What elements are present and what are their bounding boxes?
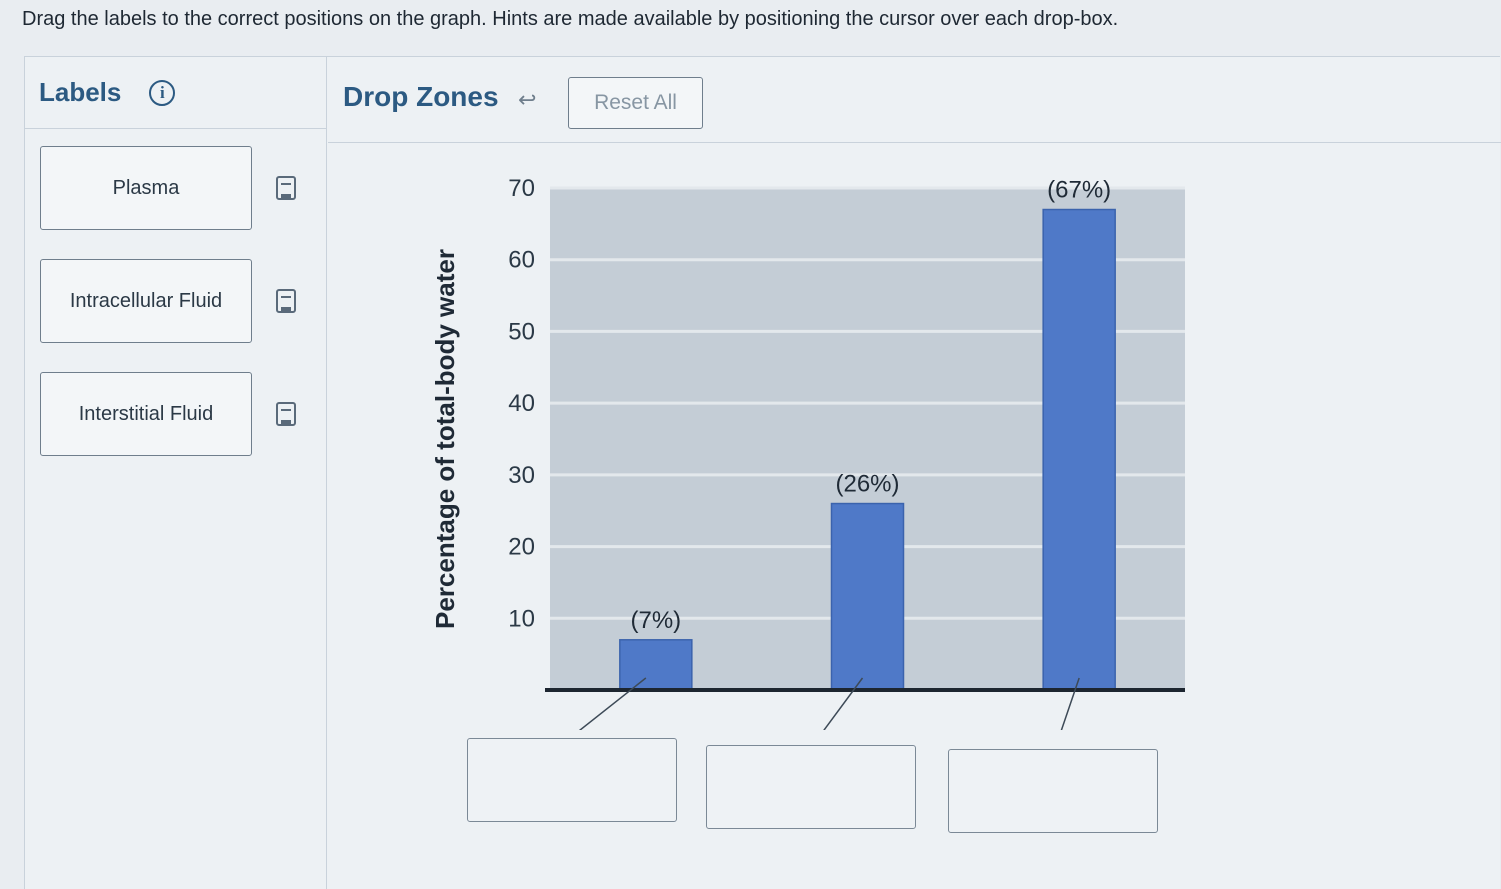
bar [830,502,905,691]
labels-header: Labels i [25,57,326,129]
y-tick-label: 60 [508,247,535,274]
draggable-label-intracellular-fluid[interactable]: Intracellular Fluid [40,259,252,343]
instructions-text: Drag the labels to the correct positions… [22,8,1119,30]
hint-icon[interactable] [276,402,296,426]
labels-title: Labels [39,77,122,107]
leader-line [1060,677,1080,730]
undo-icon[interactable]: ↩ [518,87,537,112]
y-tick-label: 40 [508,390,535,417]
bars [619,208,1116,691]
data-label: (67%) [1047,177,1111,204]
bar [1042,208,1116,691]
hint-icon[interactable] [276,289,296,313]
y-tick-label: 10 [508,605,535,632]
y-tick-label: 50 [508,318,535,345]
data-label: (26%) [835,471,899,498]
drop-zones-title: Drop Zones [343,81,499,112]
data-label: (7%) [630,607,681,634]
drop-box-3[interactable] [948,749,1158,833]
label-row-interstitial: Interstitial Fluid [40,372,296,456]
label-row-intracellular: Intracellular Fluid [40,259,296,343]
draggable-label-plasma[interactable]: Plasma [40,146,252,230]
hint-icon[interactable] [276,176,296,200]
leader-line [578,677,647,730]
label-row-plasma: Plasma [40,146,296,230]
leader-lines [578,677,1080,730]
y-tick-label: 70 [508,175,535,202]
leader-line [823,677,864,730]
drop-box-2[interactable] [706,745,916,829]
drop-zones-header: Drop Zones ↩ Reset All [328,57,1501,143]
info-icon[interactable]: i [149,79,176,106]
y-axis-label: Percentage of total-body water [430,249,460,629]
labels-column: Labels i Plasma Intracellular Fluid Inte… [25,57,327,889]
data-labels: (7%) (26%) (67%) [630,177,1111,634]
draggable-label-interstitial-fluid[interactable]: Interstitial Fluid [40,372,252,456]
reset-all-button[interactable]: Reset All [568,77,703,129]
y-tick-labels: 10 20 30 40 50 60 70 [508,175,535,632]
bar [619,639,693,691]
y-tick-label: 20 [508,534,535,561]
y-tick-label: 30 [508,462,535,489]
drop-box-1[interactable] [467,738,677,822]
bar-chart: 10 20 30 40 50 60 70 (7%) (26%) (67%) Percentage… [430,175,1185,730]
